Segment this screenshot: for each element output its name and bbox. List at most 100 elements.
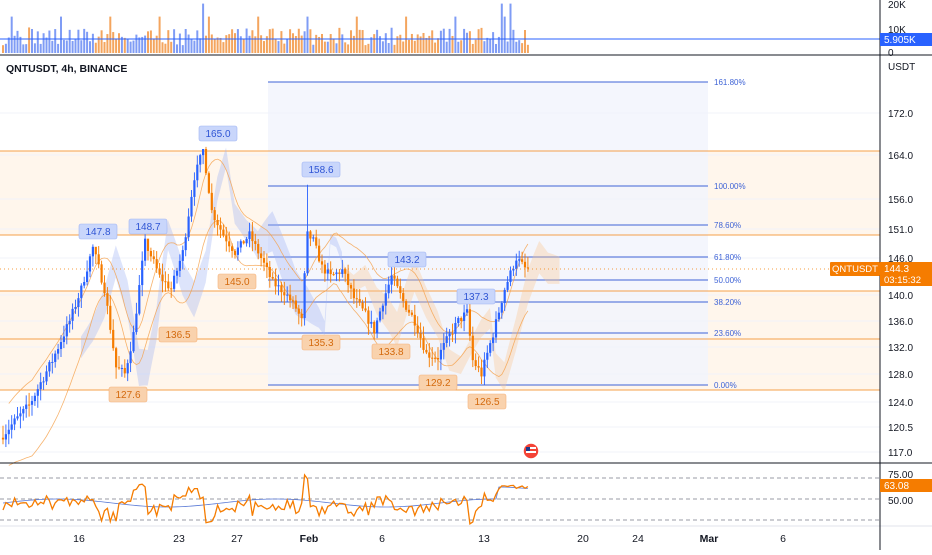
- candle: [274, 268, 277, 295]
- volume-bar: [344, 42, 347, 53]
- low-label[interactable]: 135.3: [301, 334, 341, 351]
- low-label[interactable]: 127.6: [108, 386, 148, 403]
- rsi-last-badge: 63.08: [880, 479, 932, 492]
- volume-bar: [521, 43, 524, 53]
- price-tick-label: 124.0: [888, 398, 913, 409]
- candle: [251, 222, 254, 252]
- volume-bar: [109, 16, 112, 54]
- volume-bar: [167, 30, 170, 53]
- volume-bar: [492, 32, 495, 53]
- high-label[interactable]: 137.3: [456, 288, 496, 305]
- volume-bar: [434, 42, 437, 53]
- candle: [1, 425, 5, 445]
- symbol-price-tag[interactable]: QNTUSDT: [830, 262, 880, 276]
- volume-bar: [289, 29, 292, 53]
- candle: [509, 266, 512, 287]
- volume-bar: [355, 16, 358, 54]
- candle: [181, 245, 184, 270]
- currency-label[interactable]: USDT: [888, 62, 916, 73]
- candle: [149, 247, 152, 262]
- candle: [526, 256, 529, 272]
- candle: [106, 287, 109, 315]
- volume-bar: [164, 43, 167, 53]
- candle: [100, 260, 103, 285]
- fib-box-fill: [268, 82, 708, 385]
- candle: [503, 287, 506, 311]
- candle: [434, 351, 437, 363]
- candle: [117, 356, 121, 370]
- volume-bar: [158, 16, 161, 54]
- svg-text:148.7: 148.7: [135, 222, 160, 233]
- candle: [399, 278, 402, 299]
- volume-bar: [16, 30, 19, 53]
- volume-bar: [393, 44, 396, 53]
- symbol-title[interactable]: QNTUSDT, 4h, BINANCE: [6, 63, 128, 75]
- candle: [242, 240, 245, 245]
- low-label[interactable]: 136.5: [158, 326, 198, 343]
- candle: [463, 304, 466, 332]
- volume-bar: [103, 42, 106, 53]
- high-label[interactable]: 147.8: [78, 223, 118, 240]
- low-label[interactable]: 133.8: [371, 343, 411, 360]
- candle: [497, 307, 500, 322]
- volume-bar: [460, 40, 463, 53]
- volume-bar: [399, 34, 402, 53]
- volume-bar: [196, 30, 199, 53]
- candle: [381, 303, 384, 320]
- candle: [486, 345, 489, 368]
- volume-bar: [184, 29, 187, 53]
- candle: [341, 259, 344, 278]
- candle: [193, 172, 196, 206]
- volume-bar: [68, 29, 71, 53]
- candle: [219, 217, 222, 238]
- low-label[interactable]: 145.0: [217, 273, 257, 290]
- candle: [407, 304, 411, 316]
- high-label[interactable]: 158.6: [301, 161, 341, 178]
- candle: [236, 241, 239, 261]
- candle: [286, 286, 289, 303]
- event-flag-icon[interactable]: [522, 442, 540, 460]
- volume-bar: [62, 39, 65, 53]
- svg-text:126.5: 126.5: [474, 397, 499, 408]
- candle: [190, 190, 193, 222]
- volume-bar: [341, 34, 344, 53]
- candle: [138, 275, 141, 316]
- volume-bar: [57, 43, 60, 53]
- candle: [199, 153, 202, 173]
- rsi-tick-label: 50.00: [888, 496, 913, 507]
- candle: [303, 270, 306, 326]
- candle: [361, 299, 364, 312]
- volume-bar: [329, 34, 332, 53]
- high-label[interactable]: 148.7: [128, 218, 168, 235]
- volume-bar: [350, 30, 352, 53]
- volume-bar: [376, 29, 379, 53]
- candle: [68, 314, 71, 333]
- low-label[interactable]: 126.5: [467, 393, 507, 410]
- volume-bar: [471, 43, 474, 53]
- candle: [173, 269, 176, 292]
- candle: [474, 353, 477, 371]
- volume-bar: [413, 40, 416, 53]
- volume-bar: [36, 31, 39, 53]
- low-label[interactable]: 129.2: [418, 374, 458, 391]
- candle: [291, 296, 295, 309]
- volume-bar: [315, 34, 318, 53]
- candle: [294, 295, 297, 312]
- volume-bar: [500, 3, 503, 54]
- volume-bar: [4, 43, 7, 53]
- volume-bar: [338, 27, 341, 53]
- candle: [51, 353, 54, 374]
- candle: [231, 243, 234, 258]
- candle: [320, 254, 324, 274]
- high-label[interactable]: 143.2: [387, 251, 427, 268]
- volume-bar: [300, 35, 303, 53]
- high-label[interactable]: 165.0: [198, 125, 238, 142]
- volume-tick-label: 20K: [888, 0, 906, 11]
- candle: [83, 276, 86, 289]
- time-tick-label: 24: [632, 533, 644, 545]
- price-tick-label: 164.0: [888, 151, 913, 162]
- candle: [523, 253, 527, 278]
- volume-bar: [80, 40, 83, 53]
- cloud-orange: [342, 240, 560, 392]
